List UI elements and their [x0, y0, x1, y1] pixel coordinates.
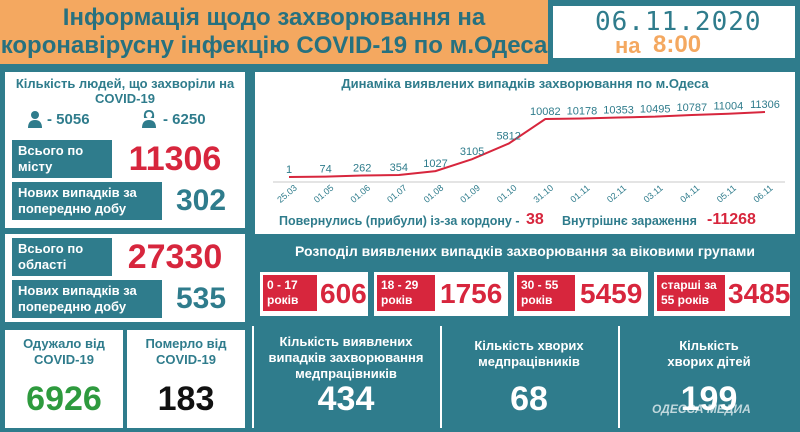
- x-tick-label: 25.03: [275, 183, 299, 205]
- woman-icon: [141, 109, 157, 128]
- internal-label: Внутрішнє зараження: [562, 214, 697, 228]
- data-label: 11004: [713, 101, 743, 113]
- age-value-30-55: 5459: [580, 278, 643, 309]
- recovered-label: Одужало від COVID-19: [23, 336, 105, 367]
- internal-value: -11268: [707, 211, 756, 228]
- x-tick-label: 01.08: [422, 183, 446, 205]
- city-total-label: Всього по місту: [12, 140, 112, 178]
- children-value: 199: [680, 380, 738, 418]
- data-label: 10787: [676, 102, 707, 114]
- chart-panel: Динаміка виявлених випадків захворювання…: [255, 72, 795, 234]
- time-prefix: на: [615, 33, 641, 58]
- deaths-label: Померло від COVID-19: [145, 336, 227, 367]
- ages-title: Розподіл виявлених випадків захворювання…: [294, 243, 756, 259]
- medics-cases-label: Кількість виявлених випадків захворюванн…: [268, 334, 424, 381]
- deaths-value: 183: [157, 380, 215, 418]
- man-icon: [27, 110, 43, 128]
- age-value-18-29: 1756: [440, 278, 503, 309]
- medics-sick-label: Кількість хворих медпрацівників: [474, 338, 584, 369]
- x-tick-label: 04.11: [678, 183, 701, 205]
- chart-footer: Повернулись (прибули) із-за кордону - 38…: [255, 210, 795, 234]
- cases-line-chart: 1 25.03 74 01.05 262 01.06 354 01.07 1027 01.08 31…: [273, 99, 785, 205]
- age-label-55-plus: старші за 55 років: [657, 275, 725, 311]
- data-label: 3105: [460, 146, 484, 158]
- data-label: 10495: [640, 104, 671, 116]
- data-label: 10353: [603, 104, 634, 116]
- watermark-logo: ОДЕССА МЕДИА: [652, 402, 751, 416]
- age-value-0-17: 606: [320, 278, 367, 309]
- recovered-value: 6926: [26, 380, 102, 418]
- data-label: 5812: [496, 131, 520, 143]
- data-label: 354: [390, 162, 408, 174]
- divider-3: [618, 326, 620, 428]
- city-total-value: 11306: [114, 140, 236, 178]
- age-label-30-55: 30 - 55 років: [517, 275, 575, 311]
- city-new-label: Нових випадків за попередню добу: [12, 182, 162, 220]
- date-box: 06.11.2020 на 8:00: [553, 6, 795, 58]
- children-card: Кількість хворих дітей 199: [622, 330, 796, 428]
- report-date: 06.11.2020: [595, 7, 762, 37]
- x-tick-label: 31.10: [532, 183, 556, 205]
- deaths-card: Померло від COVID-19 183: [127, 330, 245, 428]
- women-count: - 6250: [163, 111, 206, 128]
- men-count: - 5056: [47, 111, 90, 128]
- x-tick-label: 01.06: [348, 183, 372, 205]
- medics-cases-card: Кількість виявлених випадків захворюванн…: [256, 330, 436, 428]
- age-value-55-plus: 3485: [728, 278, 791, 309]
- children-label: Кількість хворих дітей: [667, 338, 751, 369]
- report-time: 8:00: [653, 31, 702, 58]
- x-tick-label: 02.11: [605, 183, 628, 205]
- age-label-18-29: 18 - 29 років: [377, 275, 435, 311]
- city-new-value: 302: [166, 182, 236, 220]
- divider-2: [440, 326, 442, 428]
- data-label: 74: [319, 164, 331, 176]
- header-title-banner: Інформація щодо захворювання на коронаві…: [0, 0, 548, 64]
- x-tick-label: 01.05: [312, 183, 336, 205]
- recovered-card: Одужало від COVID-19 6926: [5, 330, 123, 428]
- data-label: 1: [286, 164, 292, 176]
- x-tick-label: 05.11: [715, 183, 738, 205]
- series-line: [288, 111, 766, 178]
- returned-value: 38: [526, 211, 544, 228]
- x-tick-label: 06.11: [751, 183, 774, 205]
- region-new-label: Нових випадків за попередню добу: [12, 280, 162, 318]
- age-label-0-17: 0 - 17 років: [263, 275, 317, 311]
- x-tick-label: 01.10: [495, 183, 519, 205]
- title-line-2: коронавірусну інфекцію COVID-19 по м.Оде…: [0, 32, 548, 59]
- data-label: 11306: [750, 99, 780, 111]
- data-label: 10082: [530, 106, 561, 118]
- data-label: 1027: [423, 158, 447, 170]
- region-total-value: 27330: [114, 238, 236, 276]
- region-total-label: Всього по області: [12, 238, 112, 276]
- x-tick-label: 01.11: [568, 183, 591, 205]
- data-label: 262: [353, 162, 371, 174]
- title-line-1: Інформація щодо захворювання на: [62, 4, 486, 31]
- divider-1: [252, 326, 254, 428]
- age-card-0-17: 0 - 17 років 606: [260, 272, 368, 316]
- age-card-30-55: 30 - 55 років 5459: [514, 272, 648, 316]
- returned-label: Повернулись (прибули) із-за кордону -: [279, 214, 520, 228]
- data-label: 10178: [567, 105, 598, 117]
- age-card-18-29: 18 - 29 років 1756: [374, 272, 508, 316]
- region-new-value: 535: [166, 280, 236, 318]
- chart-title: Динаміка виявлених випадків захворювання…: [341, 76, 709, 91]
- x-tick-label: 01.07: [385, 183, 409, 205]
- medics-sick-card: Кількість хворих медпрацівників 68: [444, 330, 614, 428]
- city-heading: Кількість людей, що захворіли на COVID-1…: [15, 76, 235, 106]
- x-tick-label: 01.09: [458, 183, 482, 205]
- medics-cases-value: 434: [317, 380, 375, 418]
- age-card-55-plus: старші за 55 років 3485: [654, 272, 790, 316]
- medics-sick-value: 68: [510, 380, 548, 418]
- x-tick-label: 03.11: [642, 183, 665, 205]
